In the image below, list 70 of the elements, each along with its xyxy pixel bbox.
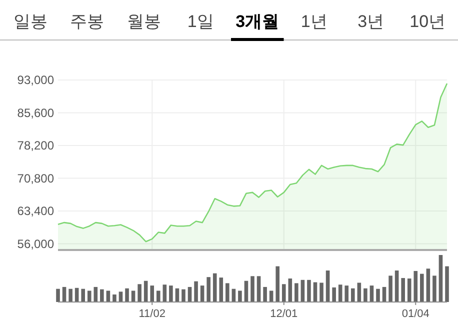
bar [162,284,167,302]
bar [219,278,224,302]
bar [182,289,186,302]
bar [138,284,142,302]
bar [350,288,355,302]
text: 3개월 [236,12,280,31]
bar [256,276,261,302]
bar [438,255,443,302]
text: 1일 [187,12,214,31]
bar [294,283,298,302]
y-tick-label: 93,000 [17,73,54,88]
bar [414,270,418,302]
y-tick-label: 70,800 [17,171,54,186]
bar [81,288,85,302]
y-tick-label: 63,400 [17,204,54,218]
bar [307,280,311,302]
bar [68,288,72,302]
bar [194,281,198,302]
bar [125,288,129,302]
text: 3년 [358,12,384,31]
bar [338,284,342,302]
bar [326,270,330,302]
bar [357,282,362,302]
y-tick-label: 56,000 [17,237,54,251]
text: 주봉 [70,12,104,31]
bar [420,274,424,302]
bar [250,276,254,302]
text: 월봉 [126,12,161,31]
bar [206,277,210,302]
y-tick-label: 85,600 [17,106,54,120]
bar [394,270,399,302]
bar [276,266,280,302]
bar [282,284,286,302]
bar [150,286,154,302]
bar [300,280,305,302]
bar [200,286,204,302]
bar [100,289,104,302]
bar [112,294,116,302]
bar [288,278,292,302]
bar [169,286,173,302]
bar [445,266,449,302]
x-tick-label: 12/01 [270,308,298,320]
bar [432,276,436,302]
bar [407,278,412,302]
bar [131,290,136,302]
x-tick-label: 01/04 [402,308,430,320]
y-tick-label: 78,200 [17,138,54,153]
text: 일봉 [13,12,48,31]
bar [364,288,368,302]
bar [263,286,267,302]
bar [388,276,392,302]
bar [344,286,349,302]
bar [94,286,98,302]
bar [56,288,60,302]
bar [87,290,92,302]
bar [106,290,110,302]
text: 1년 [300,12,328,31]
bar [332,287,336,302]
bar [426,268,430,302]
bar [212,273,217,302]
bar [226,283,230,302]
text: 10년 [410,12,446,31]
bar [238,290,242,302]
bar [370,286,374,302]
bar [269,290,274,302]
bar [401,278,405,302]
bar [156,290,160,302]
x-tick-label: 11/02 [138,308,166,320]
bar [376,288,380,302]
bar [320,282,324,302]
